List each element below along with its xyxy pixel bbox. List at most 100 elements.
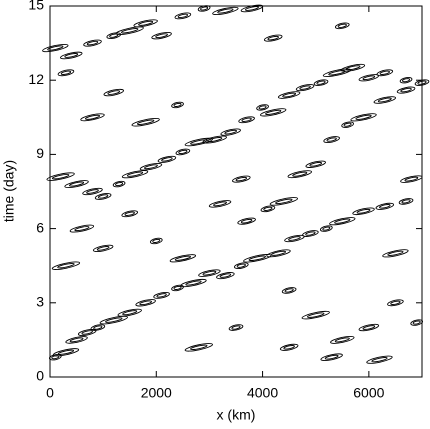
contour-line xyxy=(184,343,213,352)
contour-blob xyxy=(233,262,249,269)
contour-line xyxy=(237,217,256,225)
contour-line xyxy=(220,128,241,136)
contour-line xyxy=(216,272,235,280)
contour-line xyxy=(232,175,251,183)
contour-blob xyxy=(313,79,329,86)
contour-blob xyxy=(131,117,160,127)
contour-line xyxy=(135,299,156,307)
contour-blob xyxy=(94,193,112,200)
contour-blob xyxy=(260,205,276,213)
contour-line xyxy=(271,250,287,256)
contour-line xyxy=(139,300,152,306)
contour-blob xyxy=(256,104,269,111)
contour-line xyxy=(92,244,114,253)
contour-blob xyxy=(399,77,413,84)
contour-blob xyxy=(216,272,235,280)
contour-line xyxy=(245,6,259,11)
contour-line xyxy=(305,160,326,168)
x-tick-label: 0 xyxy=(46,385,54,401)
contour-line xyxy=(208,200,232,208)
contour-line xyxy=(64,53,79,58)
contour-blob xyxy=(266,249,291,258)
contour-blob xyxy=(263,34,283,42)
contour-line xyxy=(46,172,75,181)
contour-line xyxy=(373,96,397,104)
contour-line xyxy=(82,187,103,196)
contour-line xyxy=(275,198,293,205)
contour-line xyxy=(57,349,75,355)
contour-line xyxy=(400,175,423,183)
contour-blob xyxy=(121,170,149,179)
contour-blob xyxy=(237,217,256,225)
contour-line xyxy=(256,104,269,111)
contour-blob xyxy=(334,22,350,30)
contour-blob xyxy=(175,148,191,156)
contour-blob xyxy=(121,210,139,218)
contour-line xyxy=(60,70,72,75)
contour-line xyxy=(112,180,126,188)
contour-blob xyxy=(382,249,409,258)
contour-line xyxy=(103,88,125,97)
contour-line xyxy=(279,343,299,351)
contour-line xyxy=(402,78,411,83)
contour-line xyxy=(302,230,319,237)
contour-blob xyxy=(202,135,227,144)
contour-line xyxy=(65,336,88,344)
x-tick-label: 2000 xyxy=(141,385,172,401)
contour-line xyxy=(156,293,167,298)
contour-line xyxy=(185,280,202,286)
contour-line xyxy=(217,8,234,14)
contour-blob xyxy=(77,328,97,337)
contour-blob xyxy=(151,32,172,40)
contour-line xyxy=(139,162,163,171)
contour-line xyxy=(358,74,380,82)
contour-line xyxy=(52,348,80,357)
contour-line xyxy=(260,205,276,213)
contour-line xyxy=(126,171,144,177)
contour-blob xyxy=(184,137,213,147)
contour-line xyxy=(387,299,404,307)
y-tick-label: 6 xyxy=(36,219,44,235)
contour-line xyxy=(277,91,301,99)
contour-line xyxy=(149,237,163,245)
contour-line xyxy=(69,181,85,187)
contour-line xyxy=(57,69,75,77)
contour-line xyxy=(263,34,283,42)
contour-line xyxy=(292,171,308,177)
contour-blob xyxy=(64,180,89,189)
contour-line xyxy=(231,325,241,330)
contour-line xyxy=(281,287,297,294)
contour-blob xyxy=(139,162,163,171)
contour-line xyxy=(376,69,394,77)
contour-line xyxy=(323,136,340,143)
contour-line xyxy=(80,113,105,122)
contour-blob xyxy=(90,324,106,331)
contour-line xyxy=(42,43,69,53)
contour-line xyxy=(202,270,217,276)
contour-line xyxy=(173,102,182,107)
contour-line xyxy=(375,202,395,210)
contour-line xyxy=(85,114,101,120)
contour-line xyxy=(171,101,184,109)
contour-line xyxy=(358,323,380,332)
contour-line xyxy=(117,308,142,317)
contour-line xyxy=(219,273,232,278)
contour-blob xyxy=(57,69,75,77)
contour-line xyxy=(97,194,109,199)
contour-blob xyxy=(373,96,397,104)
contour-line xyxy=(200,6,209,11)
contour-blob xyxy=(228,324,244,331)
contour-line xyxy=(287,170,312,179)
contour-line xyxy=(258,105,267,110)
contour-blob xyxy=(329,217,356,226)
contour-line xyxy=(330,335,355,344)
contour-line xyxy=(169,254,197,263)
contour-line xyxy=(350,113,377,122)
contour-blob xyxy=(387,299,404,307)
contour-line xyxy=(144,164,158,170)
contour-line xyxy=(171,284,184,292)
contour-line xyxy=(207,137,223,143)
contour-blob xyxy=(330,335,355,344)
contour-line xyxy=(236,263,246,268)
contour-line xyxy=(295,84,315,92)
